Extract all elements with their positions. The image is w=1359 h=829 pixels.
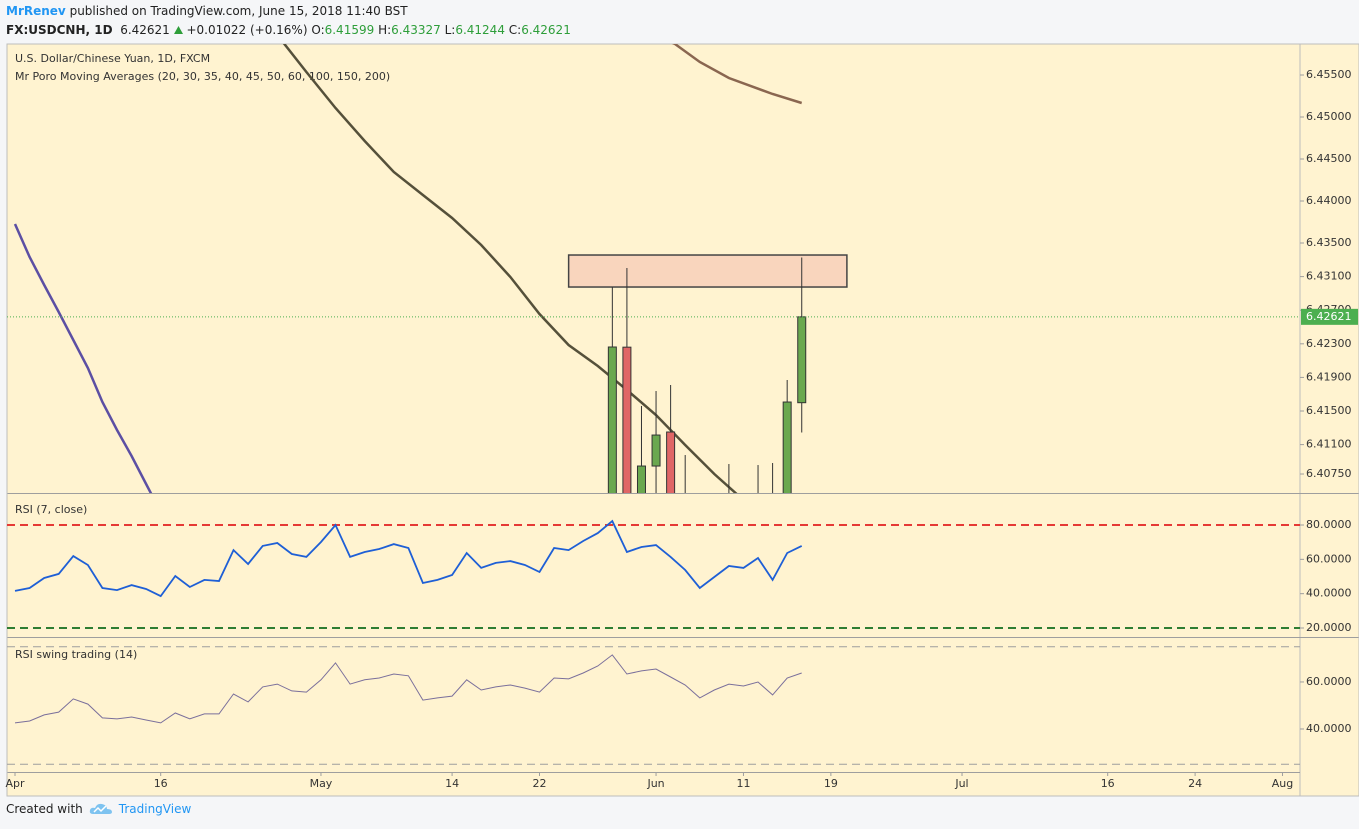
y-tick-label: 6.43500 (1306, 236, 1352, 249)
h-label: H: (378, 23, 392, 37)
low: 6.41244 (455, 23, 505, 37)
y-tick-label: 60.0000 (1306, 552, 1352, 565)
y-tick-label: 40.0000 (1306, 722, 1352, 735)
y-tick-label: 6.42300 (1306, 337, 1352, 350)
o-label: O: (311, 23, 325, 37)
close: 6.42621 (521, 23, 571, 37)
created-with: Created with (6, 802, 83, 816)
axes: 6.407506.411006.415006.419006.423006.427… (5, 68, 1358, 790)
x-tick-label: May (310, 777, 333, 790)
l-label: L: (444, 23, 456, 37)
swing-pane (7, 646, 1300, 765)
frame (6, 43, 1359, 797)
rsi-pane (7, 519, 1300, 630)
y-tick-label: 40.0000 (1306, 587, 1352, 600)
plot-background (7, 44, 1359, 772)
pane-title: RSI swing trading (14) (15, 648, 137, 661)
brand[interactable]: TradingView (118, 802, 192, 816)
candle-body (636, 465, 646, 493)
y-tick-label: 6.44500 (1306, 152, 1352, 165)
y-tick-label: 6.41500 (1306, 404, 1352, 417)
quote-line: FX:USDCNH, 1D 6.42621 +0.01022 (+0.16%) … (6, 21, 571, 40)
logo (89, 803, 112, 814)
line-series (13, 223, 153, 493)
candle-body (651, 434, 661, 467)
axis-background (7, 772, 1359, 796)
candle-body (782, 401, 792, 493)
published: published on TradingView.com, June 15, 2… (69, 4, 408, 18)
x-tick-label: 22 (532, 777, 546, 790)
y-tick-label: 6.45000 (1306, 110, 1352, 123)
line-series (14, 519, 803, 598)
y-tick-label: 6.41100 (1306, 438, 1352, 451)
chart: U.S. Dollar/Chinese Yuan, 1D, FXCM Mr Po… (5, 43, 1359, 797)
symbol: FX:USDCNH, 1D (6, 23, 113, 37)
pane-title: U.S. Dollar/Chinese Yuan, 1D, FXCM (15, 52, 210, 65)
candle-body (666, 431, 676, 493)
y-tick-label: 6.45500 (1306, 68, 1352, 81)
x-tick-label: 24 (1188, 777, 1202, 790)
line-series (282, 44, 738, 493)
open: 6.41599 (324, 23, 375, 37)
publish-line: MrRenev published on TradingView.com, Ju… (6, 2, 571, 21)
x-tick-label: Aug (1272, 777, 1293, 790)
line-series (671, 44, 803, 105)
last-price: 6.42621 (120, 23, 170, 37)
c-label: C: (508, 23, 522, 37)
pane-title: RSI (7, close) (15, 503, 87, 516)
y-tick-label: 6.44000 (1306, 194, 1352, 207)
line-series (14, 654, 802, 724)
x-tick-label: Apr (5, 777, 25, 790)
candle-body (797, 316, 807, 404)
y-tick-label: 20.0000 (1306, 621, 1352, 634)
x-tick-label: Jun (646, 777, 664, 790)
price-label-box (1301, 308, 1358, 325)
y-tick-label: 60.0000 (1306, 675, 1352, 688)
zone (567, 254, 848, 288)
high: 6.43327 (391, 23, 441, 37)
x-tick-label: 11 (736, 777, 750, 790)
y-tick-label: 80.0000 (1306, 518, 1352, 531)
candle-body (622, 346, 632, 493)
x-tick-label: 16 (154, 777, 168, 790)
y-tick-label: 6.43100 (1306, 270, 1352, 283)
price-label: 6.42621 (1306, 310, 1352, 323)
x-tick-label: 16 (1101, 777, 1115, 790)
price-pane (7, 44, 1300, 493)
header: MrRenev published on TradingView.com, Ju… (6, 2, 571, 40)
x-tick-label: 14 (445, 777, 459, 790)
change: +0.01022 (+0.16%) (186, 23, 308, 37)
publisher[interactable]: MrRenev (6, 4, 66, 18)
footer: Created with TradingView (6, 802, 191, 816)
y-tick-label: 6.40750 (1306, 467, 1352, 480)
x-tick-label: 19 (824, 777, 838, 790)
candle-body (607, 346, 617, 493)
up-arrow (173, 26, 183, 34)
pane-subtitle: Mr Poro Moving Averages (20, 30, 35, 40,… (15, 70, 390, 83)
y-tick-label: 6.41900 (1306, 370, 1352, 383)
x-tick-label: Jul (954, 777, 968, 790)
